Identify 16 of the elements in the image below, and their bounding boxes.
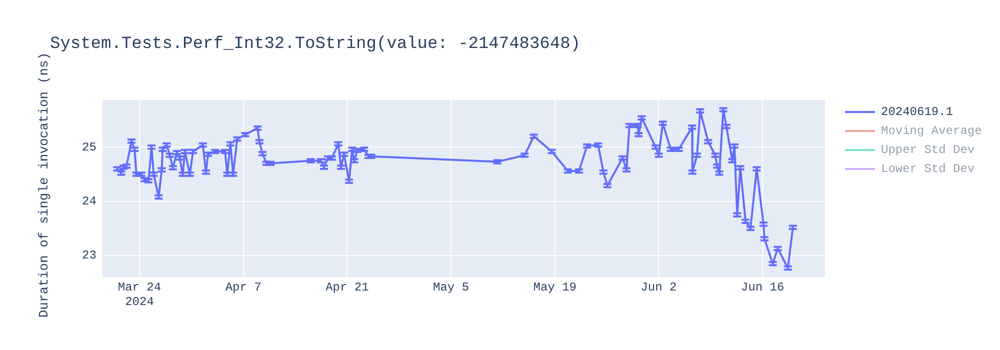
y-tick-label: 23	[82, 248, 96, 263]
legend-label: Lower Std Dev	[881, 162, 975, 176]
x-tick-label: May 5	[433, 280, 470, 295]
x-tick-label: Mar 24 2024	[118, 280, 162, 309]
legend-label: 20240619.1	[881, 104, 954, 118]
y-tick-label: 24	[82, 194, 96, 209]
y-tick-label: 25	[82, 140, 96, 154]
legend-label: Upper Std Dev	[881, 142, 975, 156]
x-tick-label: Apr 7	[225, 280, 262, 295]
y-axis-title: Duration of single invocation (ns)	[36, 52, 52, 318]
x-tick-label: Jun 2	[640, 280, 677, 295]
x-tick-label: Jun 16	[740, 280, 784, 295]
x-tick-label: Apr 21	[326, 280, 369, 295]
legend-label: Moving Average	[881, 124, 982, 138]
x-tick-label: May 19	[533, 280, 576, 295]
chart-title: System.Tests.Perf_Int32.ToString(value: -2147483648)	[50, 35, 580, 54]
